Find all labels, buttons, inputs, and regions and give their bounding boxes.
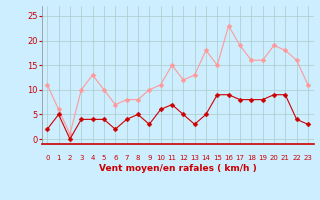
- X-axis label: Vent moyen/en rafales ( km/h ): Vent moyen/en rafales ( km/h ): [99, 164, 256, 173]
